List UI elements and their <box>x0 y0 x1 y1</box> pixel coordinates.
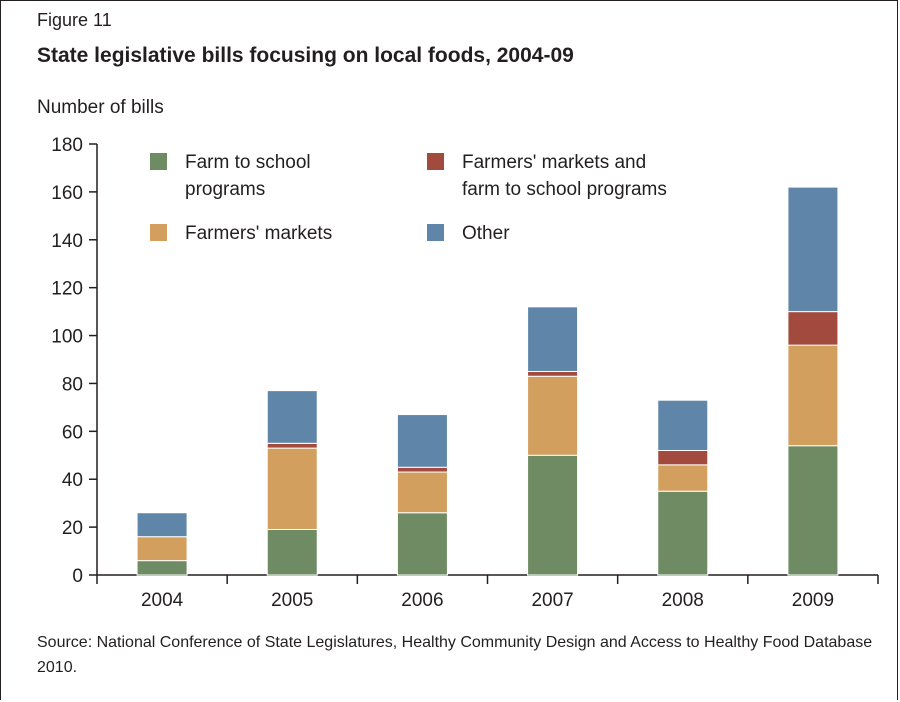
y-tick-label: 160 <box>51 183 83 204</box>
y-tick-label: 40 <box>62 470 83 491</box>
bar-segment <box>527 454 579 576</box>
legend-label: farm to school programs <box>462 179 667 200</box>
x-tick-label: 2006 <box>401 590 443 611</box>
bar-segment <box>787 311 839 346</box>
bar-segment <box>787 445 839 576</box>
legend: Farm to school programs Farmers' markets Fa… <box>150 152 667 244</box>
legend-label: Farmers' markets <box>185 223 332 244</box>
y-tick-label: 80 <box>62 374 83 395</box>
bar-segment <box>136 536 188 562</box>
legend-label: Farm to school <box>185 152 311 173</box>
legend-label: programs <box>185 179 265 200</box>
x-tick-label: 2008 <box>662 590 704 611</box>
bar-segment <box>136 560 188 576</box>
x-tick-label: 2007 <box>531 590 573 611</box>
y-axis-label: Number of bills <box>37 97 164 118</box>
legend-label: Farmers' markets and <box>462 152 646 173</box>
y-tick-label: 20 <box>62 518 83 539</box>
chart-title: State legislative bills focusing on loca… <box>37 44 574 67</box>
bar-segment <box>527 370 579 377</box>
bar-segment <box>266 442 318 449</box>
source-note: Source: National Conference of State Leg… <box>37 634 873 676</box>
y-tick-label: 140 <box>51 231 83 252</box>
legend-swatch <box>150 224 167 241</box>
bar-segment <box>396 512 448 576</box>
bar-segment <box>396 471 448 514</box>
bar-segment <box>136 512 188 538</box>
axes: 0 20 40 60 80 100 120 140 160 180 2004 2005 2006 2007… <box>51 135 879 611</box>
bar-segment <box>657 464 709 492</box>
x-tick-label: 2009 <box>792 590 834 611</box>
bar-segment <box>527 306 579 372</box>
figure-label: Figure 11 <box>37 10 112 30</box>
bar-segment <box>266 447 318 531</box>
bar-segment <box>657 449 709 466</box>
legend-swatch <box>427 153 444 170</box>
x-tick-label: 2005 <box>271 590 313 611</box>
y-tick-label: 0 <box>72 566 83 587</box>
x-tick-label: 2004 <box>141 590 184 611</box>
legend-swatch <box>150 153 167 170</box>
bar-segment <box>787 186 839 313</box>
y-tick-label: 180 <box>51 135 83 156</box>
bars <box>136 186 839 576</box>
bar-segment <box>657 490 709 576</box>
y-tick-label: 60 <box>62 422 83 443</box>
legend-label: Other <box>462 223 510 244</box>
y-tick-label: 120 <box>51 279 83 300</box>
legend-swatch <box>427 224 444 241</box>
bar-segment <box>787 344 839 447</box>
bar-segment <box>657 399 709 451</box>
bar-segment <box>396 414 448 468</box>
y-tick-label: 100 <box>51 327 83 348</box>
bar-segment <box>266 529 318 576</box>
bar-segment <box>266 390 318 444</box>
bar-segment <box>396 466 448 473</box>
bar-segment <box>527 375 579 456</box>
